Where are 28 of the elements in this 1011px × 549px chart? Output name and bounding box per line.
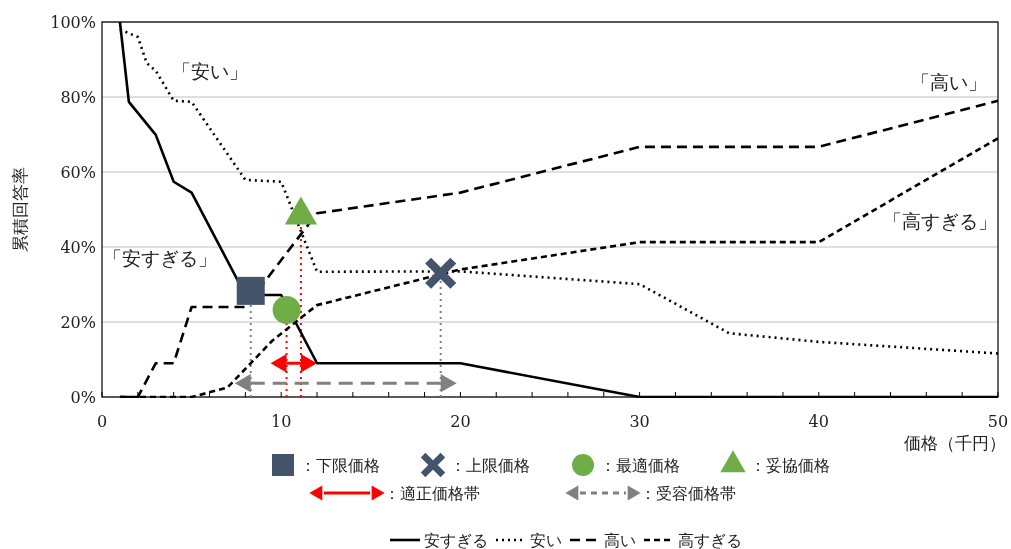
y-tick-label: 60% [60,163,96,182]
annotation: 「安い」 [171,59,248,82]
annotation: 「安すぎる」 [103,247,218,270]
x-tick-label: 50 [987,412,1009,431]
y-tick-label: 100% [50,13,96,32]
legend-label: ：下限価格 [300,456,380,475]
y-tick-label: 20% [60,313,96,332]
x-tick-label: 30 [629,412,650,431]
legend-label: ：上限価格 [450,456,530,475]
x-tick-label: 10 [271,412,292,431]
y-tick-label: 40% [60,238,96,257]
annotation: 「高すぎる」 [882,209,997,232]
x-axis-title: 価格（千円） [904,433,1006,453]
x-tick-label: 40 [808,412,829,431]
legend-label: ：妥協価格 [750,456,830,475]
legend-label: 安い [530,531,562,549]
annotation: 「高い」 [910,71,987,93]
legend-label: 高い [604,531,636,549]
y-tick-label: 80% [60,88,96,107]
x-tick-label: 20 [450,412,471,431]
legend-label: 高すぎる [678,531,742,549]
legend-label: ：受容価格帯 [640,484,736,503]
x-tick-label: 0 [96,412,108,431]
y-axis-title: 累積回答率 [10,167,30,252]
y-tick-label: 0% [70,388,96,407]
legend-label: 安すぎる [424,531,488,549]
legend-label: ：最適価格 [600,456,680,475]
legend-label: ：適正価格帯 [384,484,480,503]
